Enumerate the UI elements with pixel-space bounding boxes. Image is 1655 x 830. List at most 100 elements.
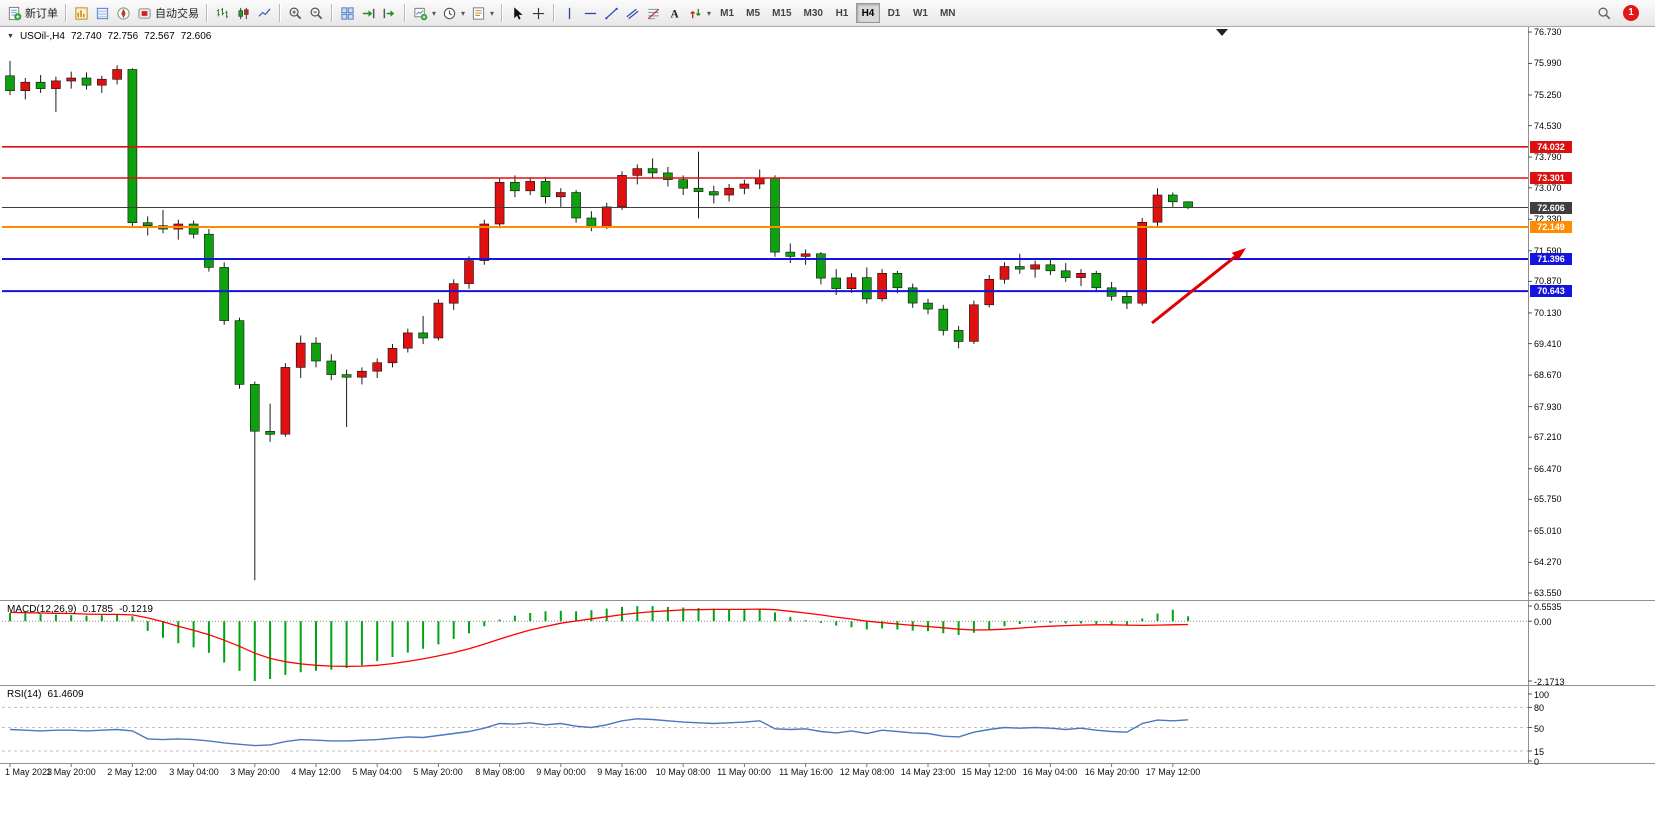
timeframe-w1-button[interactable]: W1 (908, 3, 933, 23)
search-button[interactable] (1594, 2, 1615, 24)
vertical-line-button[interactable] (559, 2, 580, 24)
rsi-value: 61.4609 (47, 689, 84, 700)
timeframe-m30-button[interactable]: M30 (799, 3, 828, 23)
cursor-icon (510, 6, 525, 21)
toolbar-separator (331, 4, 333, 22)
rsi-label: RSI(14) 61.4609 (7, 689, 84, 700)
new-order-button-label: 新订单 (25, 8, 58, 20)
ohlc-high: 72.756 (107, 31, 139, 42)
zoom-out-icon (309, 6, 324, 21)
cursor-button[interactable] (507, 2, 528, 24)
channel-button[interactable] (622, 2, 643, 24)
symbol-marker-icon: ▼ (7, 33, 14, 40)
toolbar-separator (206, 4, 208, 22)
ohlc-low: 72.567 (144, 31, 175, 42)
scale-ticks (9, 31, 1532, 767)
crosshair-button[interactable] (528, 2, 549, 24)
horizontal-line-button[interactable] (580, 2, 601, 24)
templates-button[interactable]: ▾ (468, 2, 497, 24)
toolbar-separator (501, 4, 504, 22)
zoom-in-icon (288, 6, 303, 21)
autotrading-button-label: 自动交易 (155, 8, 199, 20)
trendline-icon (604, 6, 619, 21)
macd-signal-line (9, 608, 1189, 668)
clock-icon (442, 6, 457, 21)
toolbar-buttons: 新订单 自动交易 ▾ ▾ ▾ A ▾ (4, 2, 714, 24)
timeframe-m15-button[interactable]: M15 (767, 3, 796, 23)
price-level-lines (2, 146, 1528, 293)
market-watch-button[interactable] (71, 2, 92, 24)
timeframe-d1-button[interactable]: D1 (882, 3, 906, 23)
autotrading-button[interactable]: 自动交易 (134, 2, 202, 24)
macd-main-value: 0.1785 (82, 604, 114, 615)
chart-info: ▼ USOil-,H4 72.740 72.756 72.567 72.606 (7, 31, 211, 42)
tile-windows-button[interactable] (337, 2, 358, 24)
tile-icon (340, 6, 355, 21)
symbol-period-label: USOil-,H4 (19, 31, 65, 42)
text-button[interactable]: A (664, 2, 685, 24)
ohlc-open: 72.740 (70, 31, 102, 42)
notifications-badge[interactable]: 1 (1623, 5, 1639, 21)
chart-shift-button[interactable] (379, 2, 400, 24)
line-icon (257, 6, 272, 21)
timeframe-h4-button[interactable]: H4 (855, 3, 880, 23)
toolbar-separator (404, 4, 406, 22)
hline-icon (583, 6, 598, 21)
bar-chart-button[interactable] (212, 2, 233, 24)
timeframe-mn-button[interactable]: MN (935, 3, 961, 23)
timeframe-m5-button[interactable]: M5 (741, 3, 765, 23)
search-icon (1597, 6, 1612, 21)
toolbar-separator (553, 4, 556, 22)
dropdown-caret-icon: ▾ (707, 8, 712, 18)
pane-separators (0, 27, 1655, 764)
rsi-line (9, 718, 1189, 747)
new-order-icon (7, 6, 22, 21)
periods-button[interactable]: ▾ (439, 2, 468, 24)
trendline-button[interactable] (601, 2, 622, 24)
text-icon: A (667, 6, 682, 21)
macd-pane (2, 606, 1528, 681)
bars-icon (215, 6, 230, 21)
new-chart-button[interactable]: ▾ (410, 2, 439, 24)
toolbar-separator (279, 4, 281, 22)
zoom-in-button[interactable] (285, 2, 306, 24)
navigator-button[interactable] (113, 2, 134, 24)
line-chart-button[interactable] (254, 2, 275, 24)
timeframe-m1-button[interactable]: M1 (715, 3, 739, 23)
data-window-button[interactable] (92, 2, 113, 24)
candles-icon (236, 6, 251, 21)
market-watch-icon (74, 6, 89, 21)
macd-signal-value: -0.1219 (119, 604, 153, 615)
template-icon (471, 6, 486, 21)
channel-icon (625, 6, 640, 21)
macd-name: MACD(12,26,9) (7, 604, 77, 615)
ohlc-close: 72.606 (180, 31, 212, 42)
arrows-button[interactable]: ▾ (685, 2, 714, 24)
fibonacci-icon (646, 6, 661, 21)
autotrading-icon (137, 6, 152, 21)
toolbar: 新订单 自动交易 ▾ ▾ ▾ A ▾ M1 M5 M15 M30 H1 H4 D1 W1 MN 1 (0, 0, 1655, 27)
rsi-name: RSI(14) (7, 689, 42, 700)
rsi-pane (2, 706, 1528, 752)
toolbar-separator (65, 4, 67, 22)
vline-icon (562, 6, 577, 21)
navigator-icon (116, 6, 131, 21)
timeframe-toolbar: M1 M5 M15 M30 H1 H4 D1 W1 MN (714, 3, 961, 23)
dropdown-caret-icon: ▾ (432, 8, 437, 18)
dropdown-caret-icon: ▾ (490, 8, 495, 18)
data-window-icon (95, 6, 110, 21)
auto-scroll-button[interactable] (358, 2, 379, 24)
chartshift-icon (382, 6, 397, 21)
zoom-out-button[interactable] (306, 2, 327, 24)
svg-text:A: A (670, 8, 679, 20)
chart-shift-marker[interactable] (1216, 29, 1228, 36)
timeframe-h1-button[interactable]: H1 (830, 3, 854, 23)
new-order-button[interactable]: 新订单 (4, 2, 61, 24)
candlestick-chart-button[interactable] (233, 2, 254, 24)
trend-arrow-annotation[interactable] (1151, 248, 1246, 325)
autoscroll-icon (361, 6, 376, 21)
chart-plus-icon (413, 6, 428, 21)
fibonacci-button[interactable] (643, 2, 664, 24)
